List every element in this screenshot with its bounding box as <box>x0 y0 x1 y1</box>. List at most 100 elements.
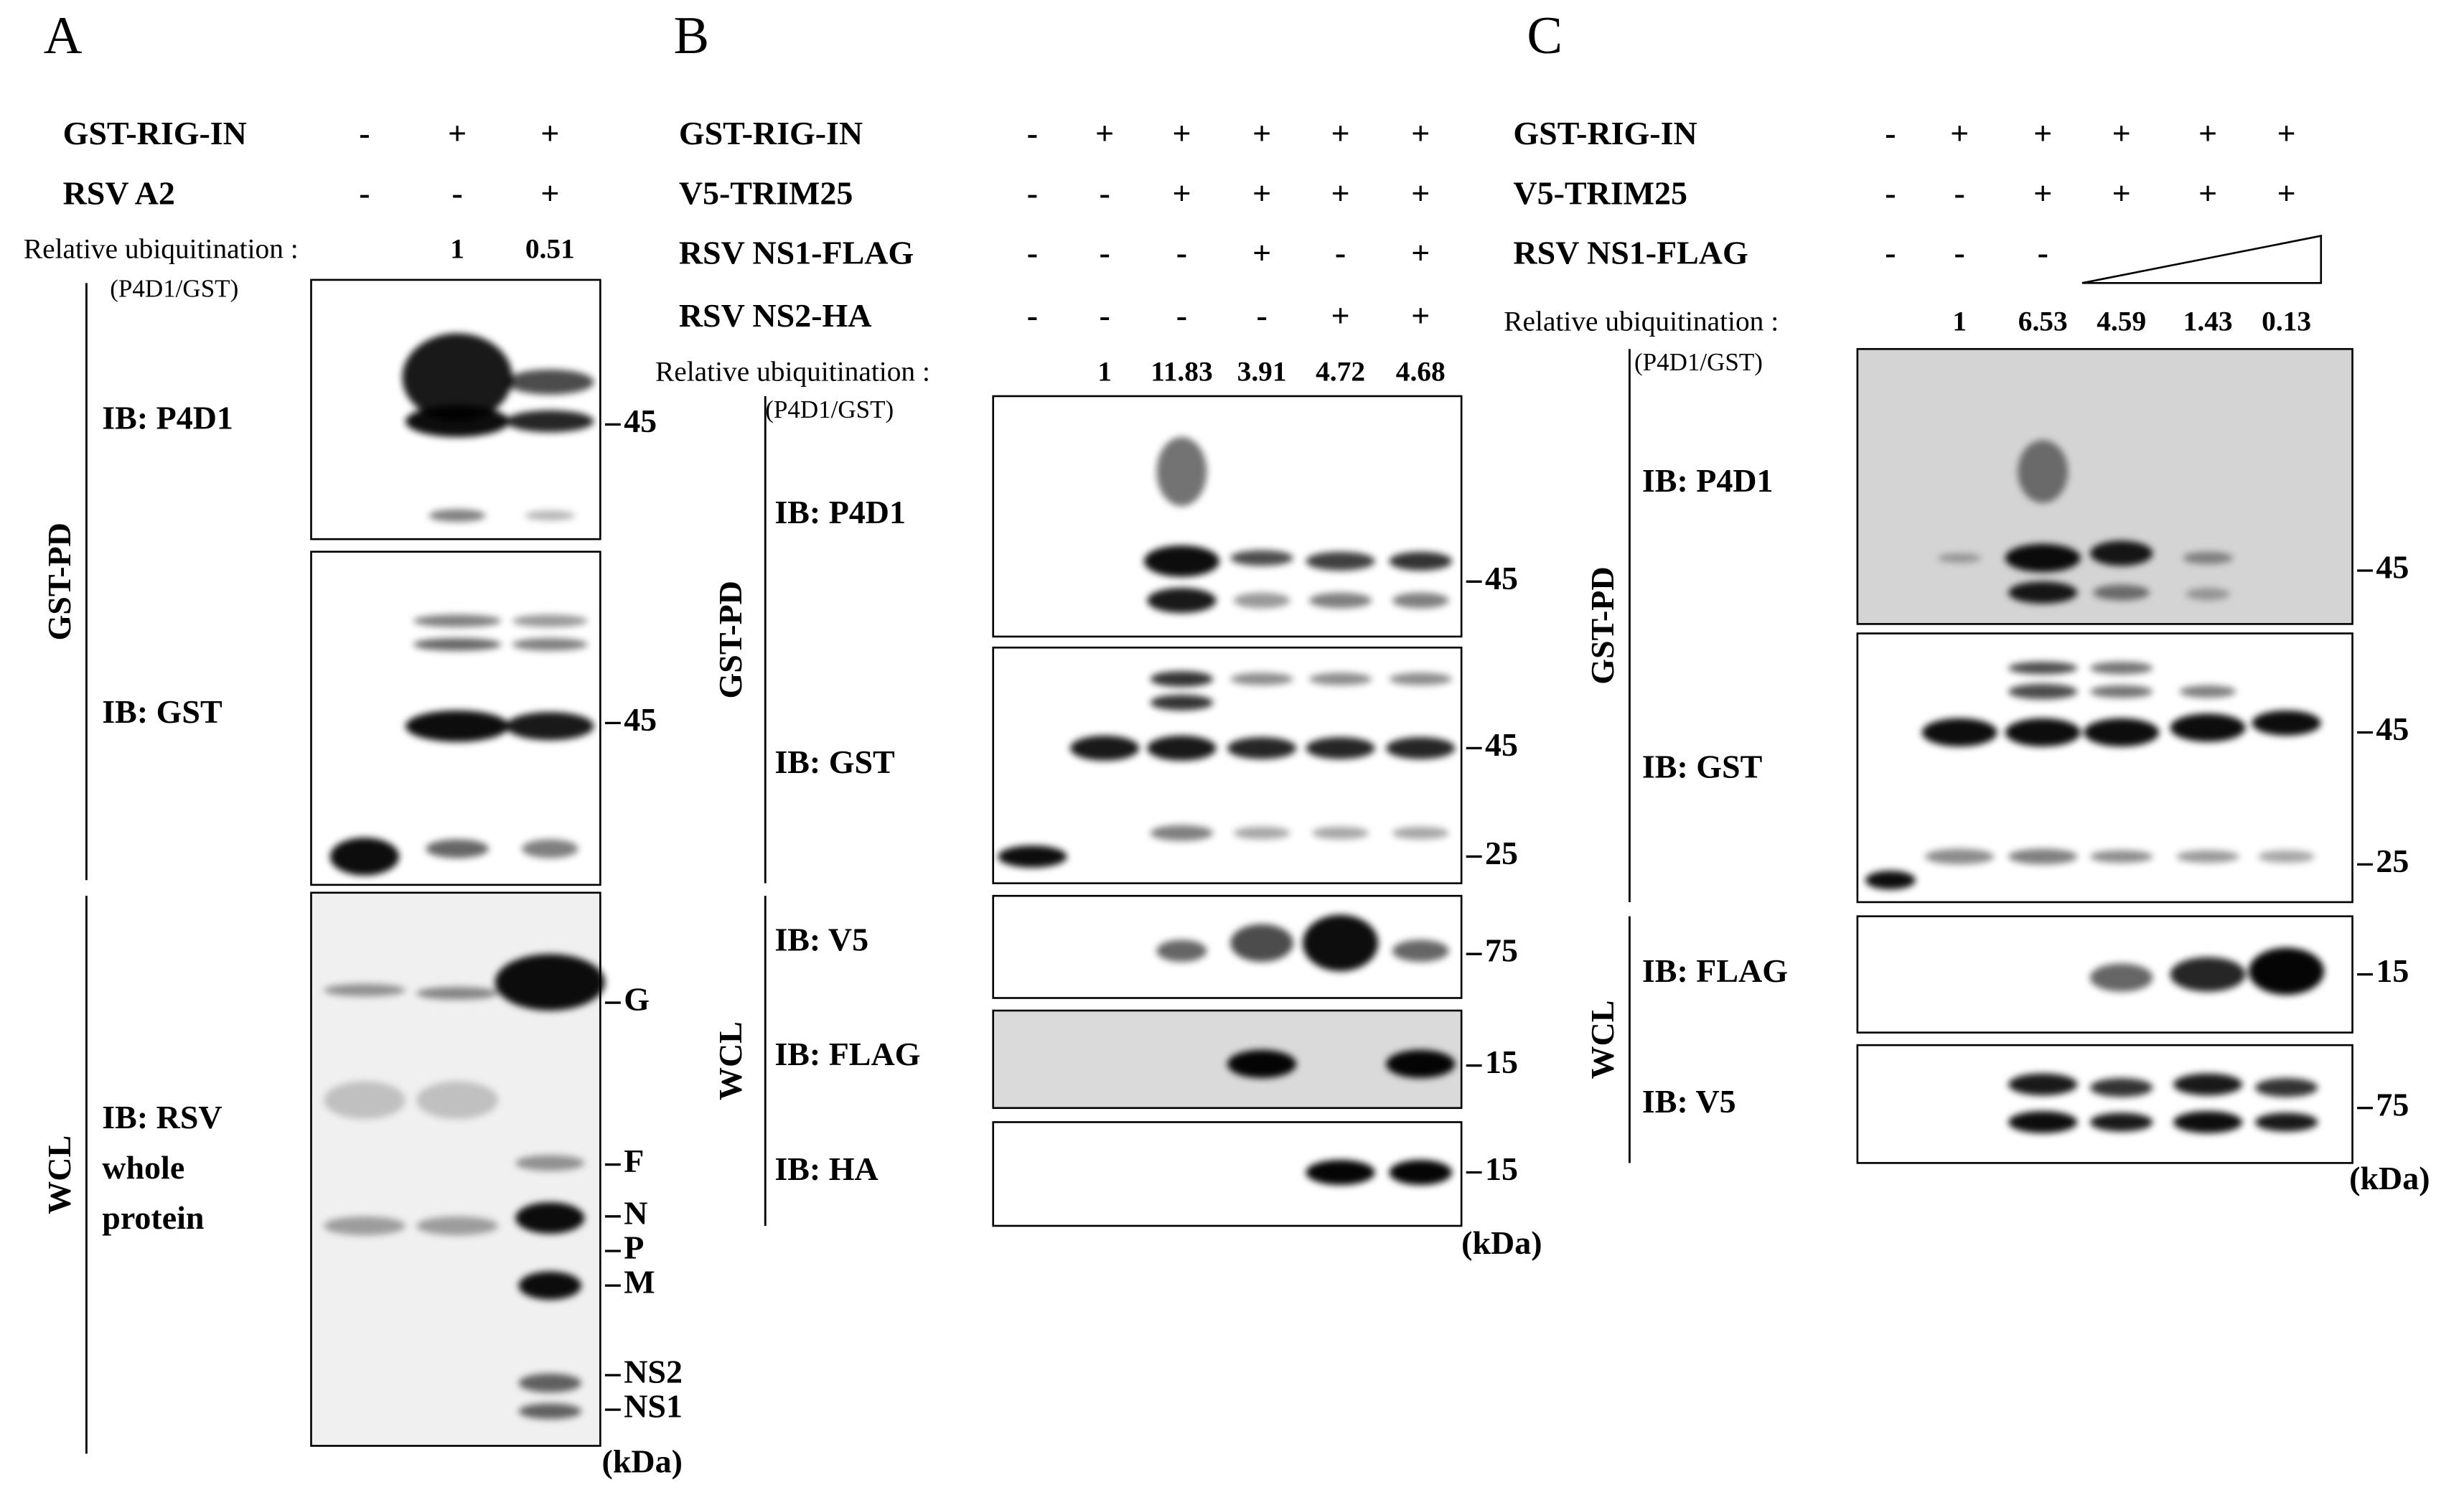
condition-label: GST-RIG-IN <box>63 115 247 151</box>
condition-mark: + <box>2198 115 2217 151</box>
marker-label: 15 <box>1485 1151 1518 1187</box>
band <box>2089 685 2153 698</box>
condition-mark: + <box>1172 174 1191 211</box>
condition-mark: - <box>359 174 370 211</box>
condition-label: RSV NS1-FLAG <box>1513 235 1748 271</box>
blot-bands <box>2008 1073 2318 1133</box>
condition-mark: - <box>1100 297 1110 334</box>
band <box>512 614 588 627</box>
band <box>405 710 510 742</box>
band <box>2089 1112 2153 1132</box>
band <box>1150 671 1214 687</box>
quant-value: 1 <box>1952 305 1967 337</box>
band <box>416 1081 499 1120</box>
marker-label: 45 <box>2376 711 2409 747</box>
band <box>2005 543 2081 573</box>
condition-mark: - <box>1176 297 1187 334</box>
dose-triangle <box>2081 235 2323 284</box>
condition-mark: - <box>1885 235 1896 271</box>
band <box>505 712 594 741</box>
band <box>2173 1073 2243 1096</box>
condition-mark: - <box>1885 115 1896 151</box>
group-label: WCL <box>41 1135 78 1214</box>
group-label: GST-PD <box>712 581 749 698</box>
band <box>1233 826 1290 840</box>
condition-label: RSV NS2-HA <box>679 297 872 334</box>
band <box>1308 592 1372 609</box>
marker-label: 45 <box>2376 549 2409 586</box>
condition-mark: - <box>1027 174 1038 211</box>
condition-mark: + <box>448 115 467 151</box>
condition-mark: + <box>2112 174 2131 211</box>
condition-mark: - <box>1335 235 1346 271</box>
band <box>405 406 510 437</box>
band <box>1389 673 1453 685</box>
group-label: WCL <box>1584 1001 1621 1079</box>
condition-mark: + <box>1252 115 1271 151</box>
blot <box>992 646 1463 884</box>
band <box>329 838 400 876</box>
band <box>1143 545 1219 577</box>
band <box>518 1373 582 1393</box>
band <box>1069 735 1140 761</box>
quant-value: 1.43 <box>2183 305 2233 337</box>
condition-mark: + <box>1331 174 1349 211</box>
band <box>2008 1111 2078 1133</box>
blot-label: IB: GST <box>102 693 222 730</box>
band <box>1386 737 1456 759</box>
marker-label: 45 <box>624 403 657 439</box>
band <box>1306 737 1375 759</box>
marker-label: NS2 <box>624 1354 683 1390</box>
group-label: GST-PD <box>41 523 78 640</box>
condition-mark: + <box>1331 115 1349 151</box>
blot-label: IB: FLAG <box>774 1036 920 1072</box>
condition-mark: + <box>1095 115 1114 151</box>
band <box>2249 947 2325 995</box>
blot-label: IB: RSV <box>102 1099 222 1135</box>
band <box>2170 713 2246 742</box>
blot-bands <box>402 333 594 523</box>
band <box>2093 584 2150 601</box>
marker-label: F <box>624 1143 644 1179</box>
condition-mark: + <box>1172 115 1191 151</box>
blot-bands <box>1937 440 2234 604</box>
condition-mark: + <box>1252 174 1271 211</box>
blot-label: IB: GST <box>1642 749 1762 785</box>
band <box>1921 718 1997 747</box>
quant-value: 1 <box>1097 355 1112 387</box>
band <box>1389 551 1453 571</box>
band <box>521 839 578 858</box>
condition-label: RSV NS1-FLAG <box>679 235 914 271</box>
condition-mark: - <box>1176 235 1187 271</box>
blot-label: IB: GST <box>774 744 894 780</box>
blot-label: protein <box>102 1199 204 1236</box>
blot-bands <box>1306 1160 1453 1186</box>
marker-label: N <box>624 1194 647 1231</box>
quant-value: 4.68 <box>1396 355 1446 387</box>
band <box>1306 1160 1375 1186</box>
band <box>1227 737 1297 759</box>
band <box>2008 581 2078 604</box>
quant-sub: (P4D1/GST) <box>1634 348 1763 376</box>
condition-label: V5-TRIM25 <box>1513 174 1687 211</box>
quant-value: 1 <box>450 233 464 265</box>
condition-mark: - <box>1100 235 1110 271</box>
band <box>416 1216 499 1236</box>
condition-mark: + <box>1411 235 1430 271</box>
band <box>1227 1049 1297 1079</box>
band <box>428 509 486 523</box>
blot <box>1856 1044 2353 1164</box>
band <box>402 333 512 421</box>
quant-label: Relative ubiquitination : <box>1504 305 1779 337</box>
quant-sub: (P4D1/GST) <box>110 274 238 302</box>
blot <box>1856 347 2353 625</box>
band <box>2008 1073 2078 1096</box>
blot-label: IB: HA <box>774 1151 878 1187</box>
band <box>1865 871 1916 890</box>
band <box>525 510 576 520</box>
marker-label: NS1 <box>624 1388 683 1425</box>
blot <box>992 894 1463 999</box>
marker-label: 75 <box>2376 1086 2409 1123</box>
band <box>2252 710 2321 736</box>
